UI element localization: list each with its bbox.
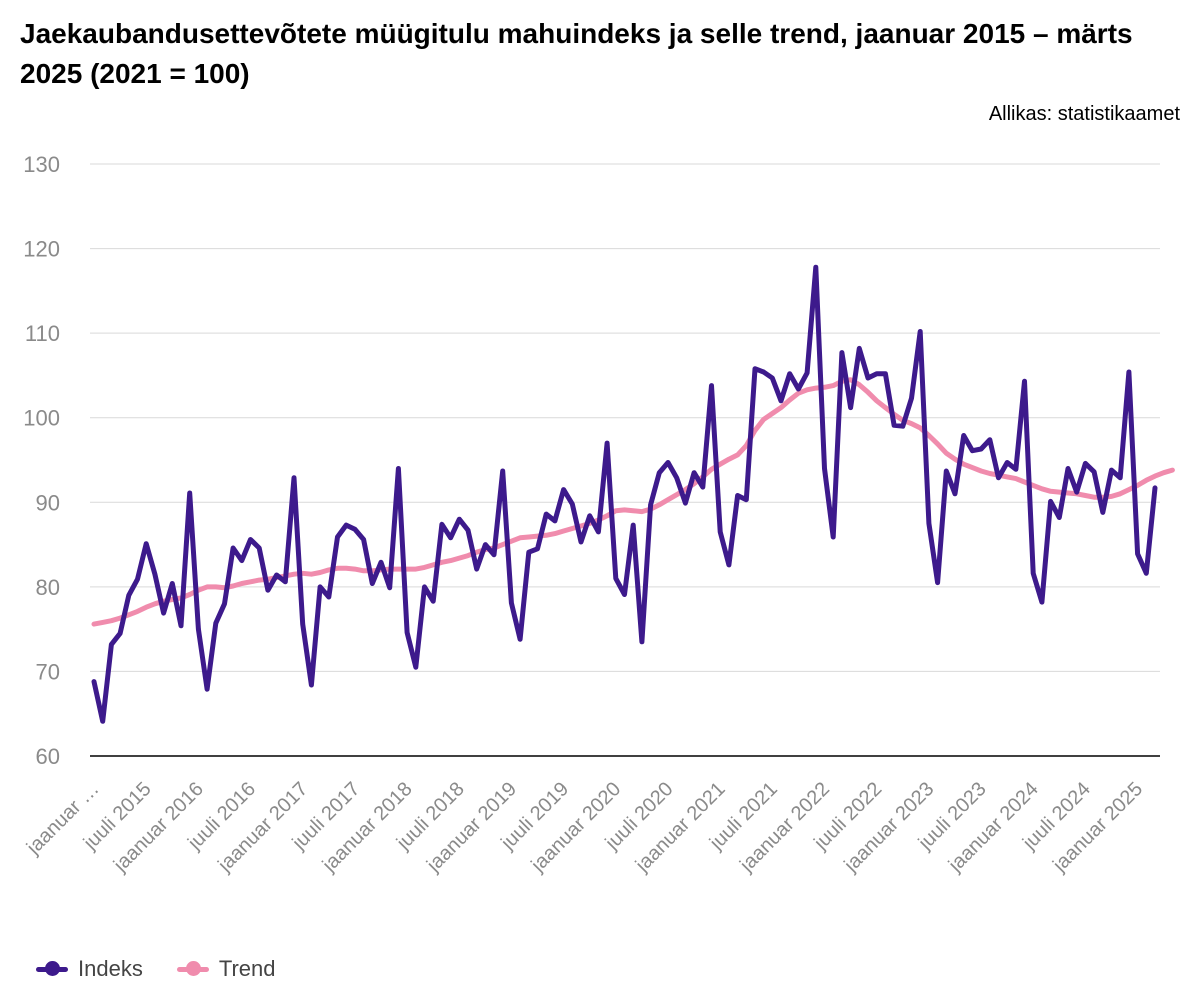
y-axis-tick-labels: 60 70 80 90 100 110 120 130 — [23, 152, 60, 769]
x-tick-label: jaanuar 2016 — [109, 778, 208, 877]
series-lines — [91, 264, 1175, 724]
x-tick-label: jaanuar 2022 — [735, 778, 834, 877]
y-tick-label: 110 — [25, 321, 60, 346]
legend-swatch-trend — [176, 961, 209, 976]
x-tick-label: jaanuar 2020 — [526, 778, 625, 877]
legend-item-trend[interactable]: Trend — [176, 956, 276, 982]
x-tick-label: jaanuar 2023 — [840, 778, 939, 877]
x-tick-label: jaanuar 2021 — [631, 778, 730, 877]
legend-item-indeks[interactable]: Indeks — [36, 956, 143, 982]
legend-label-trend: Trend — [218, 956, 276, 981]
y-tick-label: 60 — [36, 744, 60, 769]
source-note: Allikas: statistikaamet — [988, 103, 1180, 125]
chart-title: Jaekaubandusettevõtete müügitulu mahuind… — [20, 18, 1133, 89]
legend: Indeks Trend — [36, 956, 309, 982]
grid-lines — [90, 163, 1160, 757]
series-line-indeks[interactable] — [91, 264, 1158, 724]
x-tick-label: jaanuar 2024 — [944, 778, 1043, 877]
x-tick-label: jaanuar 2019 — [422, 778, 521, 877]
x-tick-label: jaanuar 2018 — [318, 778, 417, 877]
y-tick-label: 70 — [36, 659, 60, 684]
x-tick-label: jaanuar 2025 — [1048, 778, 1147, 877]
legend-swatch-indeks — [36, 961, 68, 976]
y-tick-label: 80 — [36, 575, 60, 600]
y-tick-label: 130 — [23, 152, 60, 177]
x-tick-label: jaanuar 2017 — [213, 778, 312, 877]
y-tick-label: 90 — [36, 490, 60, 515]
y-tick-label: 100 — [23, 406, 60, 431]
legend-label-indeks: Indeks — [78, 956, 143, 981]
y-tick-label: 120 — [23, 237, 60, 262]
